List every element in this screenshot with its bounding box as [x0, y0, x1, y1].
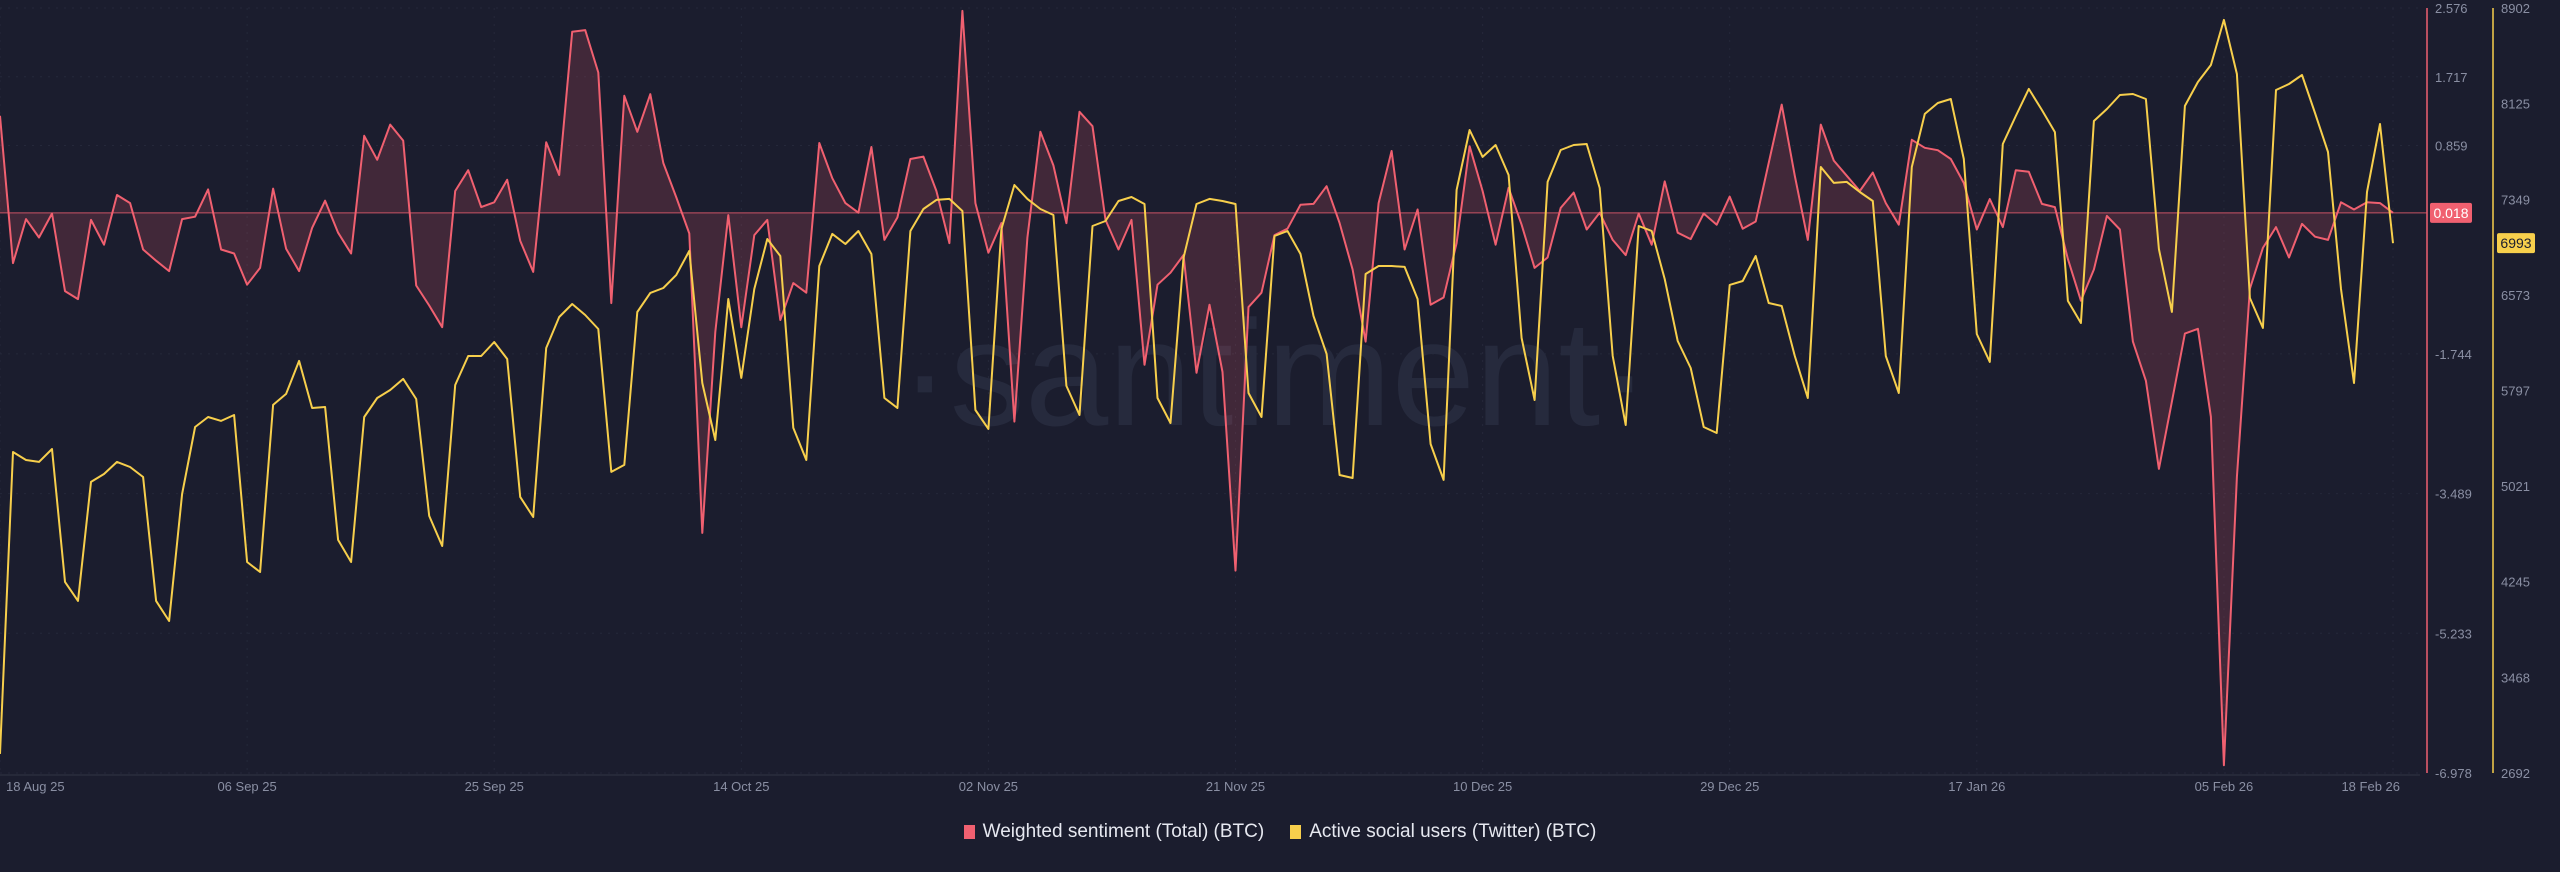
- users-last-value-badge: 6993: [2497, 233, 2535, 254]
- x-axis-tick: 21 Nov 25: [1206, 779, 1265, 794]
- users-axis-tick: 6573: [2501, 288, 2530, 303]
- x-axis-tick: 06 Sep 25: [217, 779, 276, 794]
- sentiment-axis-tick: -6.978: [2435, 766, 2472, 781]
- x-axis-tick: 10 Dec 25: [1453, 779, 1512, 794]
- x-axis-tick: 18 Feb 26: [2341, 779, 2400, 794]
- sentiment-axis-tick: -1.744: [2435, 347, 2472, 362]
- sentiment-last-value-badge: 0.018: [2430, 202, 2472, 223]
- plot-series: [0, 9, 2427, 767]
- legend-swatch-sentiment-icon: [963, 825, 975, 839]
- x-axis-tick: 14 Oct 25: [713, 779, 769, 794]
- users-axis-tick: 3468: [2501, 670, 2530, 685]
- users-axis-tick: 4245: [2501, 575, 2530, 590]
- legend-item-active-social-users[interactable]: Active social users (Twitter) (BTC): [1290, 821, 1596, 843]
- sentiment-axis-tick: -5.233: [2435, 626, 2472, 641]
- sentiment-area-fill: [0, 10, 2393, 766]
- last-value-badges: 0.018 6993: [2430, 202, 2535, 254]
- sentiment-line[interactable]: [0, 9, 2394, 767]
- users-axis-tick: 8902: [2501, 1, 2530, 16]
- x-axis-tick: 18 Aug 25: [6, 779, 65, 794]
- legend-item-weighted-sentiment[interactable]: Weighted sentiment (Total) (BTC): [963, 821, 1265, 843]
- x-axis-tick: 29 Dec 25: [1700, 779, 1759, 794]
- x-axis-tick: 02 Nov 25: [959, 779, 1018, 794]
- users-axis-tick: 2692: [2501, 766, 2530, 781]
- watermark: ·santiment·: [900, 289, 1650, 457]
- sentiment-axis-tick: 2.576: [2435, 1, 2468, 16]
- sentiment-axis-tick: 0.859: [2435, 138, 2468, 153]
- users-axis-tick: 7349: [2501, 192, 2530, 207]
- x-axis-tick: 05 Feb 26: [2195, 779, 2254, 794]
- svg-text:6993: 6993: [2500, 235, 2531, 251]
- legend-label: Active social users (Twitter) (BTC): [1309, 821, 1597, 842]
- users-axis-tick: 5797: [2501, 384, 2530, 399]
- sentiment-axis-tick: 1.717: [2435, 70, 2468, 85]
- x-axis-tick: 25 Sep 25: [465, 779, 524, 794]
- users-line[interactable]: [0, 18, 2394, 754]
- svg-text:0.018: 0.018: [2433, 205, 2468, 221]
- sentiment-axis-tick: -3.489: [2435, 487, 2472, 502]
- legend-swatch-users-icon: [1290, 825, 1302, 839]
- y-axes: 2.576 1.717 0.859 -1.744 -3.489 -5.233 -6.978 8…: [2426, 1, 2530, 781]
- chart-legend: Weighted sentiment (Total) (BTC) Active …: [0, 821, 2560, 843]
- gridlines: [0, 7, 2420, 776]
- users-axis-tick: 5021: [2501, 479, 2530, 494]
- x-axis-tick: 17 Jan 26: [1948, 779, 2005, 794]
- x-axis: 18 Aug 25 06 Sep 25 25 Sep 25 14 Oct 25 02 N…: [6, 779, 2400, 794]
- users-axis-tick: 8125: [2501, 97, 2530, 112]
- legend-label: Weighted sentiment (Total) (BTC): [982, 821, 1265, 842]
